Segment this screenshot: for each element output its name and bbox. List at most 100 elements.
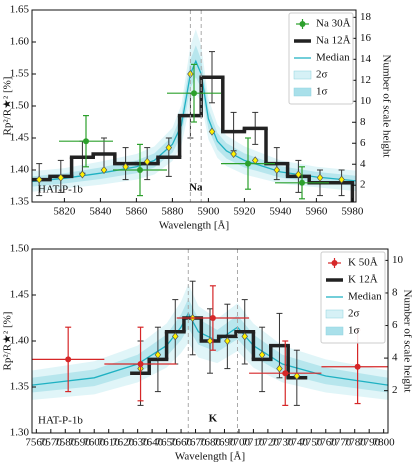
x-tick-label: 7730	[271, 437, 294, 449]
y-tick-label: 1.45	[10, 132, 30, 144]
y2-axis-label: Number of scale height	[401, 290, 413, 393]
x-tick-label: 7620	[112, 437, 135, 449]
diamond-point	[206, 336, 214, 346]
legend-symbol	[299, 21, 306, 27]
y2-tick-label: 14	[360, 53, 372, 65]
legend-symbol	[293, 70, 312, 80]
x-axis-label: Wavelength [Å]	[159, 220, 229, 232]
y-tick-label: 1.45	[10, 289, 30, 301]
legend-label: Median	[316, 52, 350, 64]
y-tick-label: 1.40	[10, 335, 30, 347]
legend-label: 1σ	[348, 325, 360, 337]
x-tick-label: 5840	[89, 206, 112, 218]
legend-symbol	[293, 87, 312, 97]
x-axis-label: Wavelength [Å]	[175, 451, 245, 463]
diamond-point	[57, 173, 65, 182]
y2-tick-label: 10	[392, 254, 404, 266]
x-tick-label: 7640	[141, 437, 164, 449]
legend-label: K 12Å	[348, 274, 378, 286]
diamond-point	[35, 175, 43, 184]
data-point	[354, 363, 361, 370]
data-point	[299, 179, 305, 186]
y-axis-label: Rp²/R★² [%]	[2, 312, 14, 371]
x-tick-label: 7770	[329, 437, 352, 449]
y2-tick-label: 12	[360, 74, 371, 86]
y-axis-label: Rp²/R★² [%]	[2, 77, 14, 136]
legend-label: Median	[348, 291, 382, 303]
diamond-point	[100, 165, 108, 175]
x-tick-label: 5860	[125, 206, 148, 218]
x-tick-label: 5820	[53, 206, 76, 218]
x-tick-label: 7580	[54, 437, 77, 449]
legend-label: 2σ	[316, 69, 328, 81]
legend-label: 1σ	[316, 86, 328, 98]
plot-area	[32, 10, 356, 202]
x-tick-label: 7570	[40, 437, 63, 449]
data-point	[137, 361, 144, 367]
x-tick-label: 7750	[300, 437, 323, 449]
diamond-point	[230, 149, 237, 159]
data-point	[191, 90, 197, 97]
x-tick-label: 7630	[127, 437, 150, 449]
legend-symbol	[325, 309, 344, 319]
legend-label: K 50Å	[348, 257, 378, 269]
x-tick-label: 7710	[242, 437, 265, 449]
data-point	[245, 160, 251, 167]
annotation: K	[209, 413, 218, 425]
x-tick-label: 5900	[197, 206, 220, 218]
x-tick-label: 5960	[305, 206, 328, 218]
panel: 7560757075807590760076107620763076407650…	[2, 243, 414, 463]
y2-tick-label: 16	[360, 32, 372, 44]
y2-tick-label: 6	[360, 137, 366, 149]
diamond-point	[258, 350, 266, 359]
diamond-point	[79, 170, 86, 179]
x-tick-label: 7690	[213, 437, 236, 449]
diamond-point	[273, 165, 281, 175]
y2-tick-label: 2	[392, 384, 398, 396]
y-tick-label: 1.30	[10, 427, 30, 439]
legend-box	[320, 251, 386, 344]
x-tick-label: 7680	[199, 437, 222, 449]
y-tick-label: 1.55	[10, 68, 30, 80]
y2-tick-label: 18	[360, 11, 372, 23]
data-point	[282, 370, 289, 377]
x-tick-label: 7670	[185, 437, 208, 449]
y2-tick-label: 2	[360, 179, 366, 191]
annotation: Na	[189, 182, 203, 194]
x-tick-label: 5940	[269, 206, 292, 218]
diamond-point	[208, 127, 216, 136]
legend-symbol	[331, 260, 338, 266]
x-tick-label: 7600	[83, 437, 106, 449]
y2-tick-label: 6	[392, 319, 398, 331]
y-tick-label: 1.65	[10, 4, 30, 16]
diamond-point	[143, 157, 151, 166]
diamond-point	[295, 170, 302, 179]
x-tick-label: 7660	[170, 437, 193, 449]
diamond-point	[154, 350, 162, 359]
plot-area	[32, 249, 388, 433]
data-point	[137, 167, 143, 173]
x-tick-label: 7560	[25, 437, 48, 449]
y2-tick-label: 8	[392, 286, 398, 298]
diamond-point	[316, 173, 324, 182]
x-tick-label: 5920	[233, 206, 256, 218]
x-tick-label: 7800	[373, 437, 396, 449]
legend-label: Na 12Å	[316, 35, 351, 47]
diamond-point	[172, 332, 179, 341]
x-tick-label: 7610	[98, 437, 121, 449]
legend-label: Na 30Å	[316, 18, 351, 30]
x-tick-label: 7590	[69, 437, 92, 449]
y-tick-label: 1.35	[10, 196, 30, 208]
y-tick-label: 1.40	[10, 164, 30, 176]
diamond-point	[241, 332, 248, 341]
diamond-point	[276, 364, 283, 373]
x-tick-label: 7760	[315, 437, 338, 449]
y2-tick-label: 4	[360, 158, 366, 170]
y2-tick-label: 4	[392, 352, 398, 364]
y-tick-label: 1.50	[10, 243, 30, 255]
x-tick-label: 7650	[156, 437, 179, 449]
y-tick-label: 1.50	[10, 100, 30, 112]
diamond-point	[224, 336, 231, 346]
y2-axis-label: Number of scale height	[380, 55, 392, 158]
annotation: HAT-P-1b	[38, 184, 83, 196]
